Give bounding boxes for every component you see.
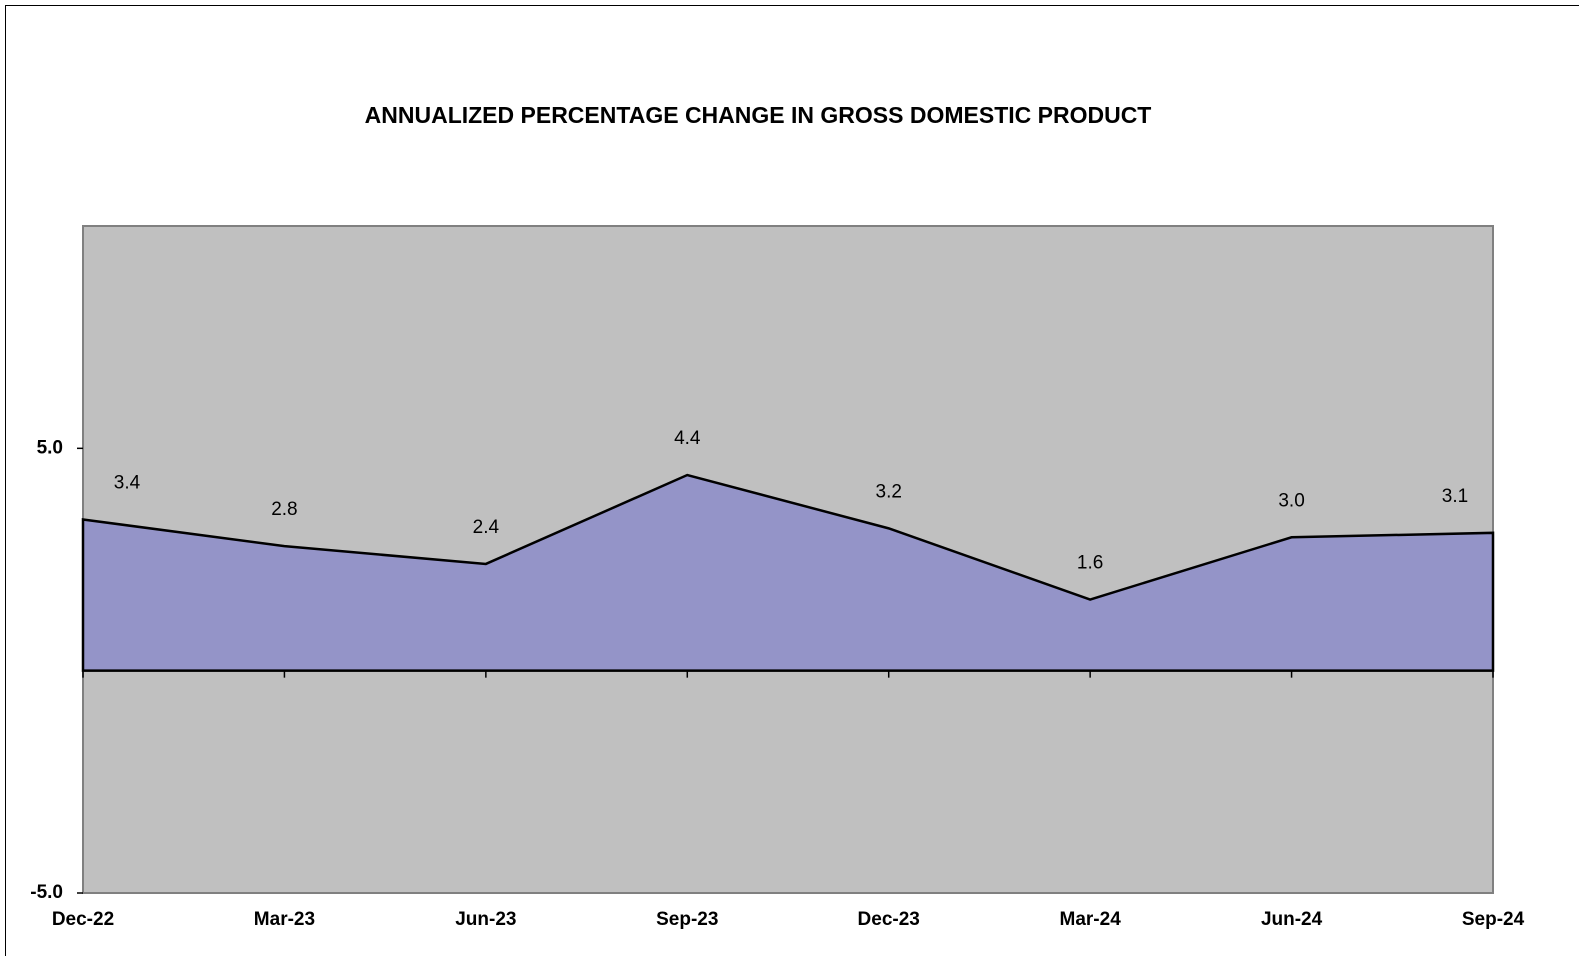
x-tick-label: Sep-23 [656, 909, 718, 930]
value-label: 2.8 [271, 499, 297, 520]
value-label: 3.0 [1278, 490, 1304, 511]
x-tick-label: Jun-24 [1261, 909, 1323, 930]
value-label: 1.6 [1077, 553, 1103, 574]
y-tick-label: -5.0 [30, 882, 63, 903]
x-tick-label: Mar-23 [254, 909, 315, 930]
value-label: 2.4 [473, 517, 500, 538]
x-tick-label: Dec-23 [858, 909, 920, 930]
value-label: 3.4 [114, 472, 141, 493]
value-label: 4.4 [674, 428, 701, 449]
x-tick-label: Dec-22 [52, 909, 114, 930]
value-label: 3.1 [1442, 486, 1468, 507]
x-tick-label: Sep-24 [1462, 909, 1525, 930]
y-tick-label: 5.0 [37, 437, 63, 458]
chart-title: ANNUALIZED PERCENTAGE CHANGE IN GROSS DO… [365, 102, 1152, 128]
x-tick-label: Mar-24 [1060, 909, 1122, 930]
value-label: 3.2 [876, 481, 902, 502]
x-tick-label: Jun-23 [455, 909, 516, 930]
